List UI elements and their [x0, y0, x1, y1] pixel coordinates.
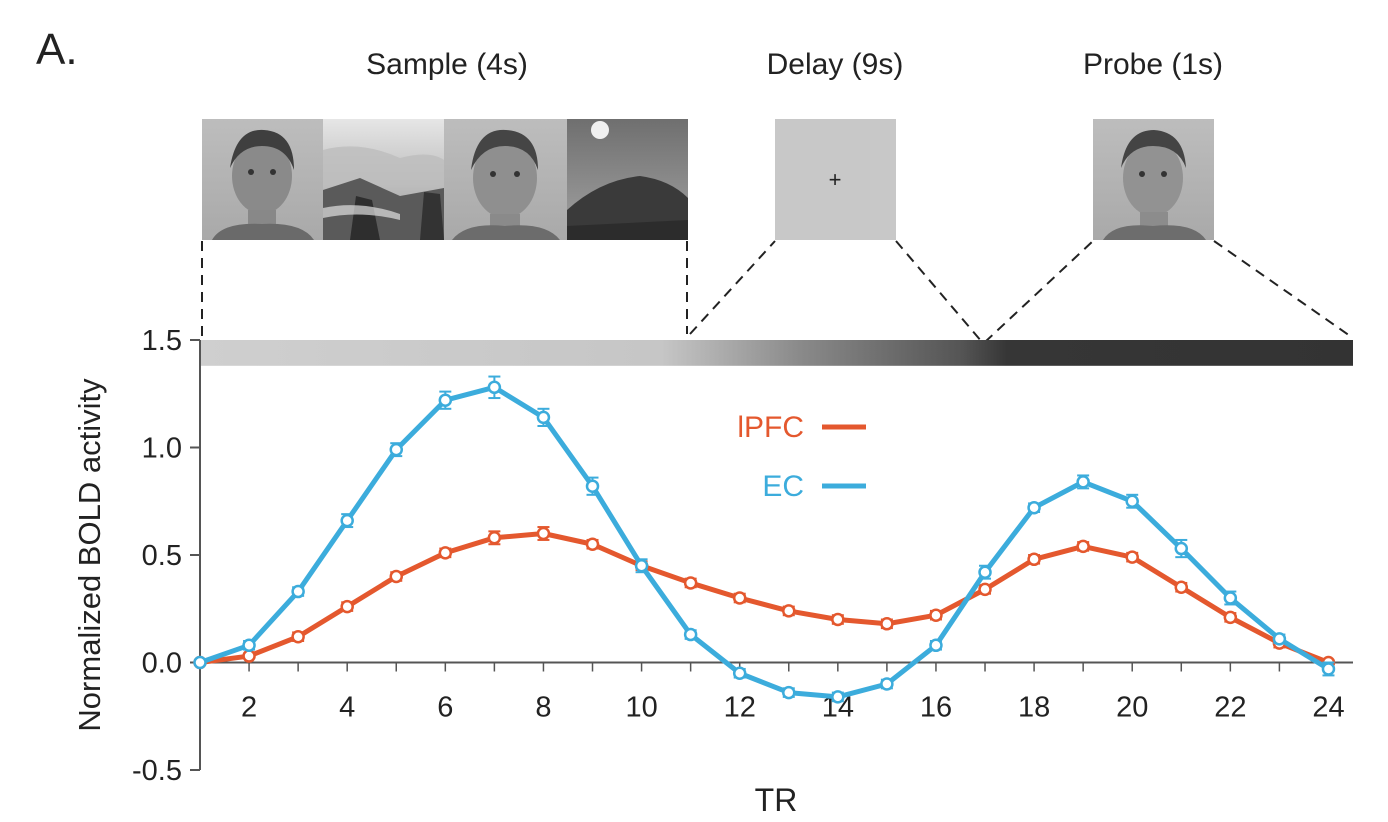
- series-ec: [193, 375, 1336, 704]
- data-point: [340, 513, 354, 528]
- data-point: [585, 537, 600, 551]
- data-point: [242, 638, 256, 653]
- fixation-cross-icon: +: [829, 167, 842, 192]
- series-line: [199, 531, 1330, 665]
- y-axis-ticks: -0.5 0.0 0.5 1.0 1.5: [132, 325, 200, 787]
- y-tick-label: 0.0: [142, 648, 182, 680]
- data-point: [585, 479, 600, 493]
- data-point: [1125, 494, 1139, 508]
- data-point: [389, 569, 404, 584]
- data-point: [831, 612, 845, 627]
- data-point: [1272, 632, 1287, 646]
- legend-label-ec: EC: [762, 470, 804, 503]
- data-point: [1174, 541, 1189, 556]
- sample-scene-2: [567, 119, 688, 240]
- data-point: [1321, 662, 1336, 676]
- data-point: [536, 526, 551, 541]
- data-point: [389, 442, 404, 457]
- data-point: [1223, 610, 1238, 625]
- data-point: [683, 576, 698, 590]
- plot-series: [193, 375, 1336, 704]
- data-point: [782, 604, 796, 618]
- data-point: [340, 599, 354, 614]
- x-tick-label: 6: [437, 692, 453, 724]
- data-point: [1076, 539, 1090, 554]
- coastal-scene-photo-icon: [323, 146, 444, 240]
- x-tick-label: 20: [1116, 692, 1148, 724]
- data-point: [438, 546, 453, 560]
- x-tick-label: 16: [920, 692, 952, 724]
- data-point: [880, 677, 894, 691]
- x-tick-label: 24: [1312, 692, 1344, 724]
- data-point: [1076, 475, 1090, 489]
- data-point: [929, 608, 943, 622]
- face-photo-icon: [1103, 130, 1206, 240]
- data-point: [1027, 500, 1041, 515]
- data-point: [929, 638, 943, 653]
- data-point: [487, 380, 502, 395]
- y-tick-label: 1.0: [142, 433, 182, 465]
- series-lpfc: [193, 526, 1336, 670]
- data-point: [978, 565, 992, 579]
- data-point: [438, 393, 453, 407]
- data-point: [291, 629, 305, 644]
- phase-label-delay: Delay (9s): [767, 48, 904, 81]
- face-photo-icon: [452, 129, 560, 240]
- data-point: [487, 531, 502, 545]
- coastal-scene-photo-icon: [567, 121, 688, 240]
- probe-face: [1093, 119, 1214, 240]
- data-point: [1223, 591, 1238, 605]
- x-tick-label: 8: [535, 692, 551, 724]
- x-tick-label: 10: [625, 692, 657, 724]
- delay-fixation-screen: +: [775, 119, 896, 240]
- face-photo-icon: [212, 129, 314, 240]
- x-axis-label: TR: [755, 782, 798, 818]
- data-point: [536, 410, 551, 425]
- data-point: [634, 559, 649, 573]
- data-point: [683, 627, 698, 642]
- sample-scene-1: [323, 119, 444, 240]
- data-point: [1174, 580, 1189, 594]
- data-point: [193, 655, 207, 670]
- x-tick-label: 2: [241, 692, 257, 724]
- data-point: [831, 690, 845, 704]
- sample-face-1: [202, 119, 323, 240]
- data-point: [880, 617, 894, 631]
- data-point: [242, 649, 256, 663]
- sample-face-2: [444, 119, 567, 240]
- y-axis-label: Normalized BOLD activity: [72, 378, 107, 732]
- phase-label-probe: Probe (1s): [1083, 48, 1223, 81]
- phase-connectors: [201, 240, 1354, 343]
- x-tick-label: 12: [724, 692, 756, 724]
- x-tick-label: 4: [339, 692, 355, 724]
- series-line: [199, 384, 1330, 700]
- x-axis-ticks: 2 4 6 8 10 12 14 16 18 20 22 24: [199, 662, 1345, 724]
- task-phase-bar: [200, 340, 1353, 366]
- legend-label-lpfc: lPFC: [737, 411, 804, 444]
- data-point: [978, 582, 992, 597]
- phase-label-sample: Sample (4s): [366, 48, 528, 81]
- y-tick-label: 1.5: [142, 325, 182, 357]
- data-point: [732, 666, 747, 680]
- data-point: [732, 591, 747, 605]
- data-point: [1027, 552, 1041, 567]
- data-point: [782, 685, 796, 700]
- data-point: [1125, 550, 1139, 564]
- panel-label: A.: [36, 25, 78, 74]
- x-tick-label: 22: [1214, 692, 1246, 724]
- y-tick-label: -0.5: [132, 755, 182, 787]
- legend: lPFC EC: [737, 411, 866, 503]
- data-point: [291, 584, 305, 599]
- y-tick-label: 0.5: [142, 540, 182, 572]
- x-tick-label: 18: [1018, 692, 1050, 724]
